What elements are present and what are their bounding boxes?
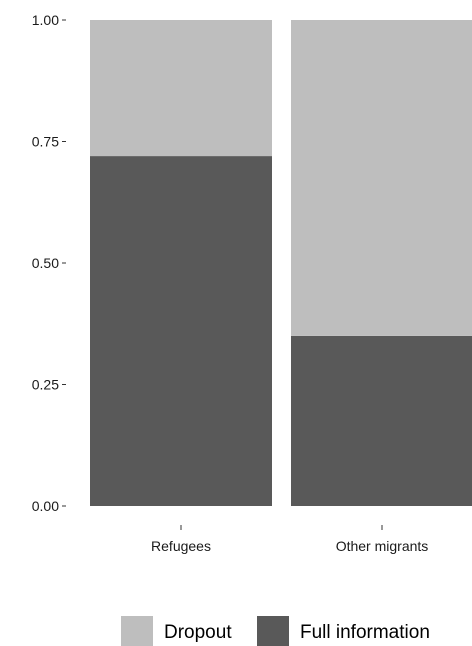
x-tick-label: Other migrants (336, 538, 429, 554)
y-tick-label: 1.00 (32, 12, 59, 28)
bar-segment-full-information-refugees (90, 156, 272, 506)
y-tick-label: 0.25 (32, 377, 59, 393)
legend-key-dropout (121, 616, 153, 646)
legend-label: Dropout (164, 622, 232, 643)
bars (90, 20, 472, 506)
bar-segment-full-information-other-migrants (291, 335, 472, 506)
bar-segment-dropout-refugees (90, 20, 272, 157)
x-tick-label: Refugees (151, 538, 211, 554)
x-axis: Refugees Other migrants (151, 525, 428, 554)
y-tick-label: 0.00 (32, 498, 59, 514)
legend-key-full-information (257, 616, 289, 646)
y-tick-label: 0.75 (32, 134, 59, 150)
y-tick-label: 0.50 (32, 255, 59, 271)
bar-segment-dropout-other-migrants (291, 20, 472, 336)
legend-label: Full information (300, 622, 430, 643)
legend: Dropout Full information (121, 616, 430, 646)
y-axis: 0.00 0.25 0.50 0.75 1.00 (32, 12, 66, 514)
